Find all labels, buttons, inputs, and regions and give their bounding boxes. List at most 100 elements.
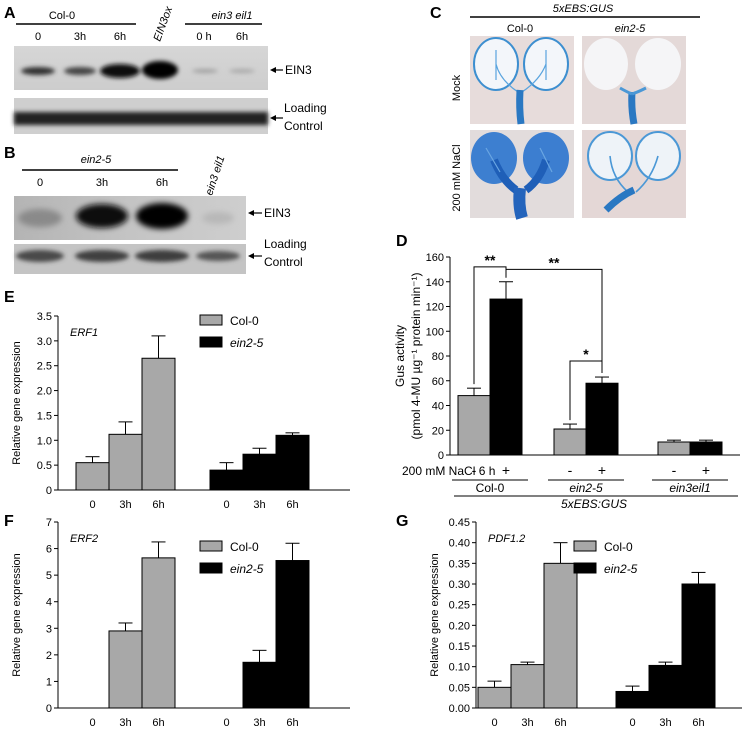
gus-image-col0-mock [470,36,574,125]
bar [141,357,176,491]
bar [510,664,545,709]
gene-label: ERF2 [70,533,98,545]
bar [681,583,716,709]
y-tick-label: 3.5 [37,311,52,323]
y-tick-label: 2.5 [37,361,52,373]
legend-swatch [573,562,597,574]
bar [543,562,578,709]
gus-col-left: Col-0 [507,23,533,35]
blot-a-ein3-membrane [14,46,268,90]
y-axis-label-2: (pmol 4-MU µg⁻¹ protein min⁻¹) [409,273,423,440]
y-tick-label: 0.45 [449,517,470,529]
group-label: ein2-5 [569,481,603,495]
x-tick-label: 3h [521,717,533,729]
blot-b-group-ein25: ein2-5 [81,154,112,166]
gus-row-nacl: 200 mM NaCl [451,144,463,211]
legend-swatch [199,562,223,574]
y-tick-label: 0.15 [449,641,470,653]
treatment-sign: + [598,462,606,478]
legend-swatch [199,540,223,552]
y-axis-label: Relative gene expression [11,553,23,677]
y-tick-label: 40 [432,401,444,413]
panel-letter-b: B [4,145,16,162]
sig-bracket [473,266,507,385]
y-tick-label: 120 [426,302,444,314]
gus-title: 5xEBS:GUS [553,3,614,15]
y-tick-label: 1.0 [37,435,52,447]
blot-b-ein3-membrane [14,196,246,240]
panel-letter-g: G [396,513,408,530]
group-label: Col-0 [476,481,505,495]
blot-b-loading-membrane [14,244,246,274]
bar [242,453,277,491]
y-tick-label: 0.35 [449,558,470,570]
blot-a-ein3-text: EIN3 [285,63,312,77]
bar [75,462,110,491]
gus-col-right: ein2-5 [615,23,646,35]
gene-label: PDF1.2 [488,533,525,545]
y-tick-label: 4 [46,597,52,609]
treatment-sign: + [702,462,710,478]
y-tick-label: 0 [438,450,444,462]
x-tick-label: 0 [89,499,95,511]
legend-swatch [573,540,597,552]
x-tick-label: 3h [253,717,265,729]
x-tick-label: 6h [692,717,704,729]
blot-b-lane-ein3eil1: ein3 eil1 [203,154,227,197]
y-tick-label: 60 [432,376,444,388]
blot-a-lane-6h: 6h [114,31,126,43]
blot-a-group-ein3eil1: ein3 eil1 [212,10,253,22]
gus-image-ein25-nacl [582,130,686,218]
bar [477,686,512,709]
blot-b-ein3-text: EIN3 [264,206,291,220]
legend-label: Col-0 [230,540,259,554]
bar [689,441,723,456]
y-tick-label: 0.5 [37,460,52,472]
blot-a-lane-0h: 0 h [196,31,211,43]
bar [489,298,523,456]
y-axis-label: Relative gene expression [11,341,23,465]
blot-a-lane-3h: 3h [74,31,86,43]
bar [585,382,619,456]
y-tick-label: 0.25 [449,600,470,612]
y-tick-label: 0 [46,703,52,715]
bar [141,557,176,709]
y-tick-label: 0.05 [449,682,470,694]
bar [108,433,143,491]
legend-label: ein2-5 [230,562,264,576]
bar [648,664,683,709]
treatment-label: 200 mM NaCl 6 h [402,464,495,478]
y-tick-label: 20 [432,425,444,437]
y-tick-label: 7 [46,517,52,529]
bottom-label: 5xEBS:GUS [561,497,627,511]
legend-label: ein2-5 [230,336,264,350]
y-axis-label: Relative gene expression [429,553,441,677]
x-tick-label: 0 [491,717,497,729]
bar [457,395,491,456]
sig-label: ** [485,252,496,268]
group-label: ein3eil1 [669,481,710,495]
treatment-sign: - [472,462,477,478]
y-tick-label: 0.10 [449,662,470,674]
y-tick-label: 1.5 [37,410,52,422]
panel-letter-d: D [396,233,408,250]
chart-f: 0 1 2 3 4 5 6 7 Relative gene expression ERF2 0 3h 6… [11,517,350,729]
blot-a-ein3-label: EIN3 [270,63,312,77]
x-tick-label: 0 [629,717,635,729]
x-tick-label: 6h [286,499,298,511]
blot-a-loading-text1: Loading [284,101,327,115]
bar [615,690,650,709]
sig-bracket [569,360,603,421]
panel-letter-c: C [430,5,442,22]
legend-label: Col-0 [230,314,259,328]
panel-letter-a: A [4,5,16,22]
bar [275,560,310,709]
bar [108,630,143,709]
x-tick-label: 3h [253,499,265,511]
blot-a-lane-0: 0 [35,31,41,43]
legend-label: ein2-5 [604,562,638,576]
y-tick-label: 0 [46,485,52,497]
gus-image-col0-nacl [470,130,574,220]
y-tick-label: 5 [46,570,52,582]
sig-label: ** [549,254,560,270]
